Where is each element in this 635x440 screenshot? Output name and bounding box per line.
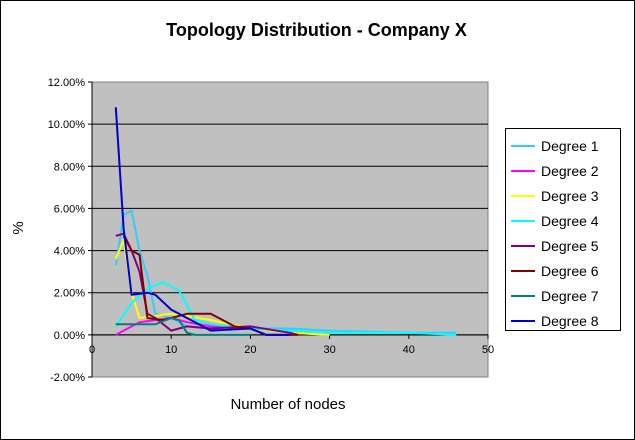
series-line-degree-8 bbox=[114, 107, 290, 336]
legend-item-degree-3: Degree 3 bbox=[506, 183, 620, 208]
x-tick-label: 10 bbox=[165, 344, 177, 356]
legend-swatch bbox=[511, 244, 535, 247]
legend-label: Degree 3 bbox=[541, 187, 599, 204]
chart-legend: Degree 1 Degree 2 Degree 3 Degree 4 Degree 5… bbox=[505, 128, 621, 331]
legend-item-degree-8: Degree 8 bbox=[506, 308, 620, 333]
legend-swatch bbox=[511, 269, 535, 272]
series-line-degree-1 bbox=[114, 209, 457, 334]
legend-item-degree-7: Degree 7 bbox=[506, 283, 620, 308]
y-tick-label: 6.00% bbox=[54, 203, 85, 215]
x-tick-label: 20 bbox=[244, 344, 256, 356]
y-tick-label: 0.00% bbox=[54, 330, 85, 342]
legend-swatch bbox=[511, 219, 535, 222]
legend-label: Degree 5 bbox=[541, 237, 599, 254]
legend-label: Degree 6 bbox=[541, 262, 599, 279]
legend-label: Degree 1 bbox=[541, 137, 599, 154]
y-tick-label: 8.00% bbox=[54, 161, 85, 173]
legend-swatch bbox=[511, 169, 535, 172]
legend-item-degree-1: Degree 1 bbox=[506, 133, 620, 158]
y-tick-label: 12.00% bbox=[48, 77, 86, 89]
chart-title: Topology Distribution - Company X bbox=[166, 20, 467, 40]
y-axis-label: % bbox=[10, 221, 27, 235]
legend-item-degree-4: Degree 4 bbox=[506, 208, 620, 233]
y-tick-label: 4.00% bbox=[54, 246, 85, 258]
x-axis-label: Number of nodes bbox=[230, 396, 346, 413]
x-tick-label: 50 bbox=[482, 344, 494, 356]
legend-label: Degree 8 bbox=[541, 312, 599, 329]
x-tick-label: 30 bbox=[323, 344, 335, 356]
legend-label: Degree 2 bbox=[541, 162, 599, 179]
legend-swatch bbox=[511, 144, 535, 147]
legend-swatch bbox=[511, 319, 535, 322]
y-tick-label: 2.00% bbox=[54, 288, 85, 300]
legend-item-degree-2: Degree 2 bbox=[506, 158, 620, 183]
series-line-degree-4 bbox=[114, 281, 457, 336]
legend-item-degree-6: Degree 6 bbox=[506, 258, 620, 283]
y-tick-label: -2.00% bbox=[50, 372, 85, 384]
legend-item-degree-5: Degree 5 bbox=[506, 233, 620, 258]
series-line-degree-7 bbox=[115, 317, 251, 336]
y-tick-label: 10.00% bbox=[48, 119, 86, 131]
legend-swatch bbox=[511, 194, 535, 197]
legend-swatch bbox=[511, 294, 535, 297]
legend-label: Degree 7 bbox=[541, 287, 599, 304]
legend-label: Degree 4 bbox=[541, 212, 599, 229]
x-tick-label: 40 bbox=[403, 344, 415, 356]
